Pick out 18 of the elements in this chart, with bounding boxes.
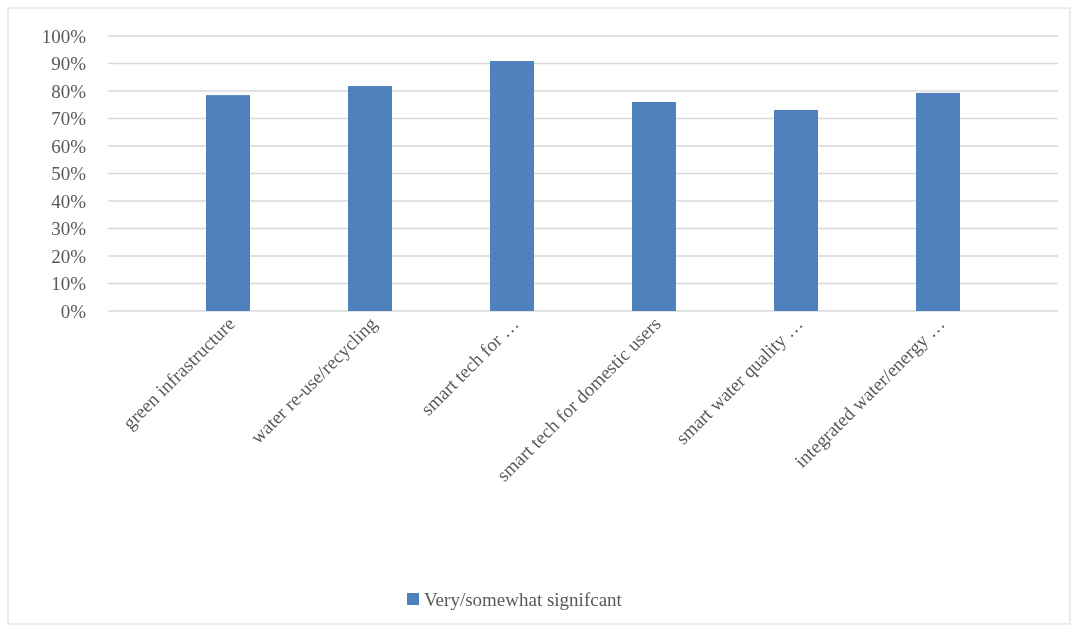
y-tick-label: 0% — [60, 300, 87, 322]
y-tick-label: 50% — [51, 163, 87, 185]
y-tick-label: 40% — [51, 190, 87, 212]
bar — [205, 95, 250, 311]
y-tick-label: 10% — [51, 273, 87, 295]
y-tick-label: 80% — [51, 80, 87, 102]
bar — [916, 92, 961, 311]
bar — [773, 109, 819, 311]
y-tick-label: 30% — [51, 218, 87, 240]
y-tick-label: 100% — [41, 25, 87, 47]
y-tick-label: 70% — [51, 108, 87, 130]
y-tick-label: 60% — [51, 135, 87, 157]
bar — [631, 102, 677, 311]
y-tick-label: 90% — [51, 53, 87, 75]
bar — [347, 86, 393, 311]
y-tick-label: 20% — [51, 245, 87, 267]
legend-label: Very/somewhat signifcant — [424, 588, 623, 610]
bar — [489, 61, 535, 311]
